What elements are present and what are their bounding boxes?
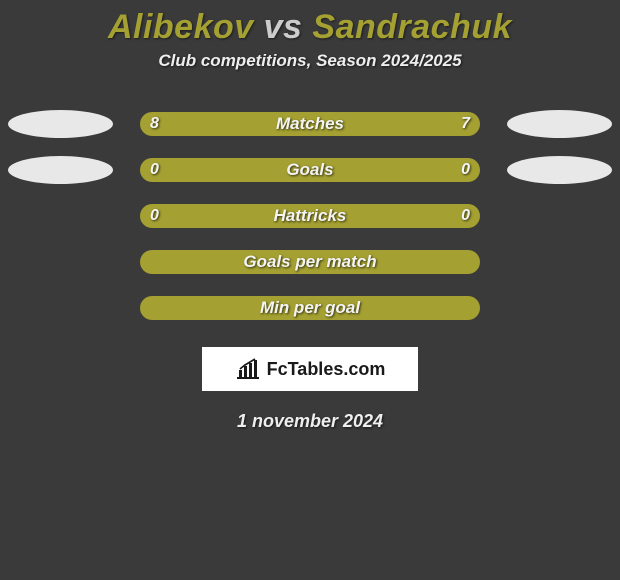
- stat-row: 00Goals: [0, 147, 620, 193]
- bar-chart-icon: [235, 358, 261, 380]
- stat-bar: Min per goal: [140, 296, 480, 320]
- stat-row: 00Hattricks: [0, 193, 620, 239]
- brand-text: FcTables.com: [267, 359, 386, 380]
- stat-bar: 00Hattricks: [140, 204, 480, 228]
- stat-label: Goals per match: [140, 250, 480, 274]
- stat-label: Matches: [140, 112, 480, 136]
- vs-text: vs: [264, 8, 303, 46]
- player2-avatar: [507, 110, 612, 138]
- footer-date: 1 november 2024: [0, 411, 620, 432]
- stat-row: Min per goal: [0, 285, 620, 331]
- player2-avatar: [507, 156, 612, 184]
- stat-bar: 00Goals: [140, 158, 480, 182]
- stat-label: Min per goal: [140, 296, 480, 320]
- player1-avatar: [8, 156, 113, 184]
- comparison-card: Alibekov vs Sandrachuk Club competitions…: [0, 0, 620, 432]
- brand-box[interactable]: FcTables.com: [202, 347, 418, 391]
- stat-bar: 87Matches: [140, 112, 480, 136]
- player1-name: Alibekov: [108, 8, 254, 46]
- stat-rows: 87Matches 00Goals 00Hattricks Goals per mat…: [0, 101, 620, 331]
- stat-row: Goals per match: [0, 239, 620, 285]
- player2-name: Sandrachuk: [312, 8, 512, 46]
- stat-bar: Goals per match: [140, 250, 480, 274]
- stat-row: 87Matches: [0, 101, 620, 147]
- stat-label: Hattricks: [140, 204, 480, 228]
- player1-avatar: [8, 110, 113, 138]
- subtitle: Club competitions, Season 2024/2025: [0, 51, 620, 71]
- page-title: Alibekov vs Sandrachuk: [0, 8, 620, 47]
- stat-label: Goals: [140, 158, 480, 182]
